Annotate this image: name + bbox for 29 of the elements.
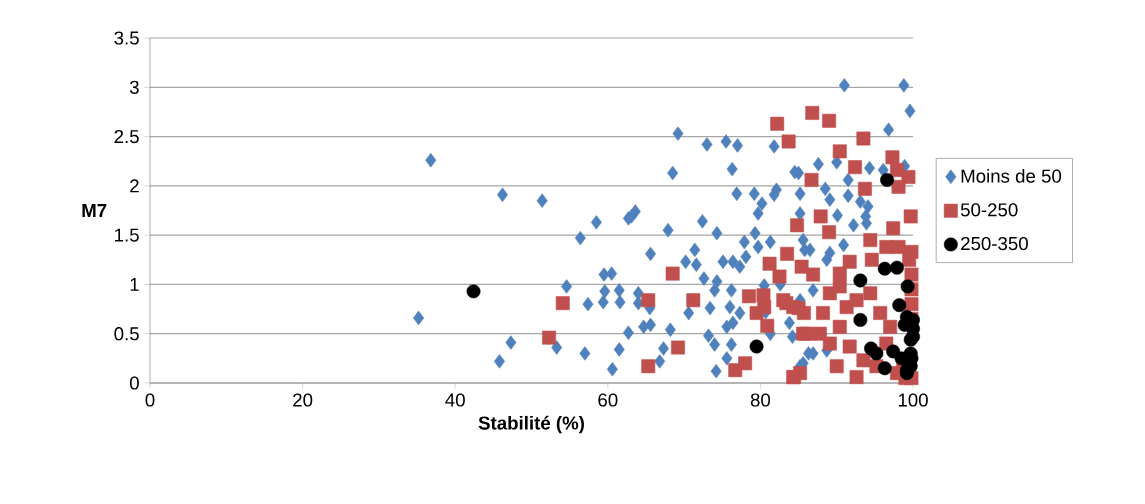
y-tick-label: 1 bbox=[130, 278, 139, 291]
point bbox=[466, 284, 481, 299]
legend-label: 250-350 bbox=[961, 236, 1028, 251]
point bbox=[877, 261, 892, 276]
y-tick-label: 2.5 bbox=[114, 129, 139, 144]
y-axis-title: M7 bbox=[82, 204, 107, 217]
point bbox=[880, 173, 894, 187]
point bbox=[900, 279, 915, 294]
x-tick-label: 60 bbox=[598, 393, 618, 407]
x-axis-title: Stabilité (%) bbox=[478, 415, 584, 434]
x-tick-label: 40 bbox=[445, 393, 465, 407]
x-tick-label: 20 bbox=[293, 393, 313, 407]
x-tick-label: 100 bbox=[898, 393, 928, 407]
legend-label: Moins de 50 bbox=[961, 169, 1062, 183]
point bbox=[749, 339, 764, 354]
point bbox=[853, 312, 868, 327]
point bbox=[890, 260, 904, 275]
y-tick-label: 0 bbox=[129, 376, 139, 390]
point bbox=[853, 273, 868, 288]
point bbox=[892, 298, 907, 313]
point bbox=[869, 346, 884, 361]
y-tick-label: 3 bbox=[129, 80, 139, 94]
y-tick-label: 2 bbox=[130, 179, 139, 193]
x-tick-label: 80 bbox=[750, 393, 771, 407]
legend-label: 50-250 bbox=[960, 203, 1018, 217]
y-tick-label: 1.5 bbox=[115, 228, 139, 242]
y-tick-label: 3.5 bbox=[114, 31, 139, 45]
x-tick-label: 0 bbox=[145, 393, 155, 407]
y-tick-label: 0.5 bbox=[114, 327, 139, 341]
